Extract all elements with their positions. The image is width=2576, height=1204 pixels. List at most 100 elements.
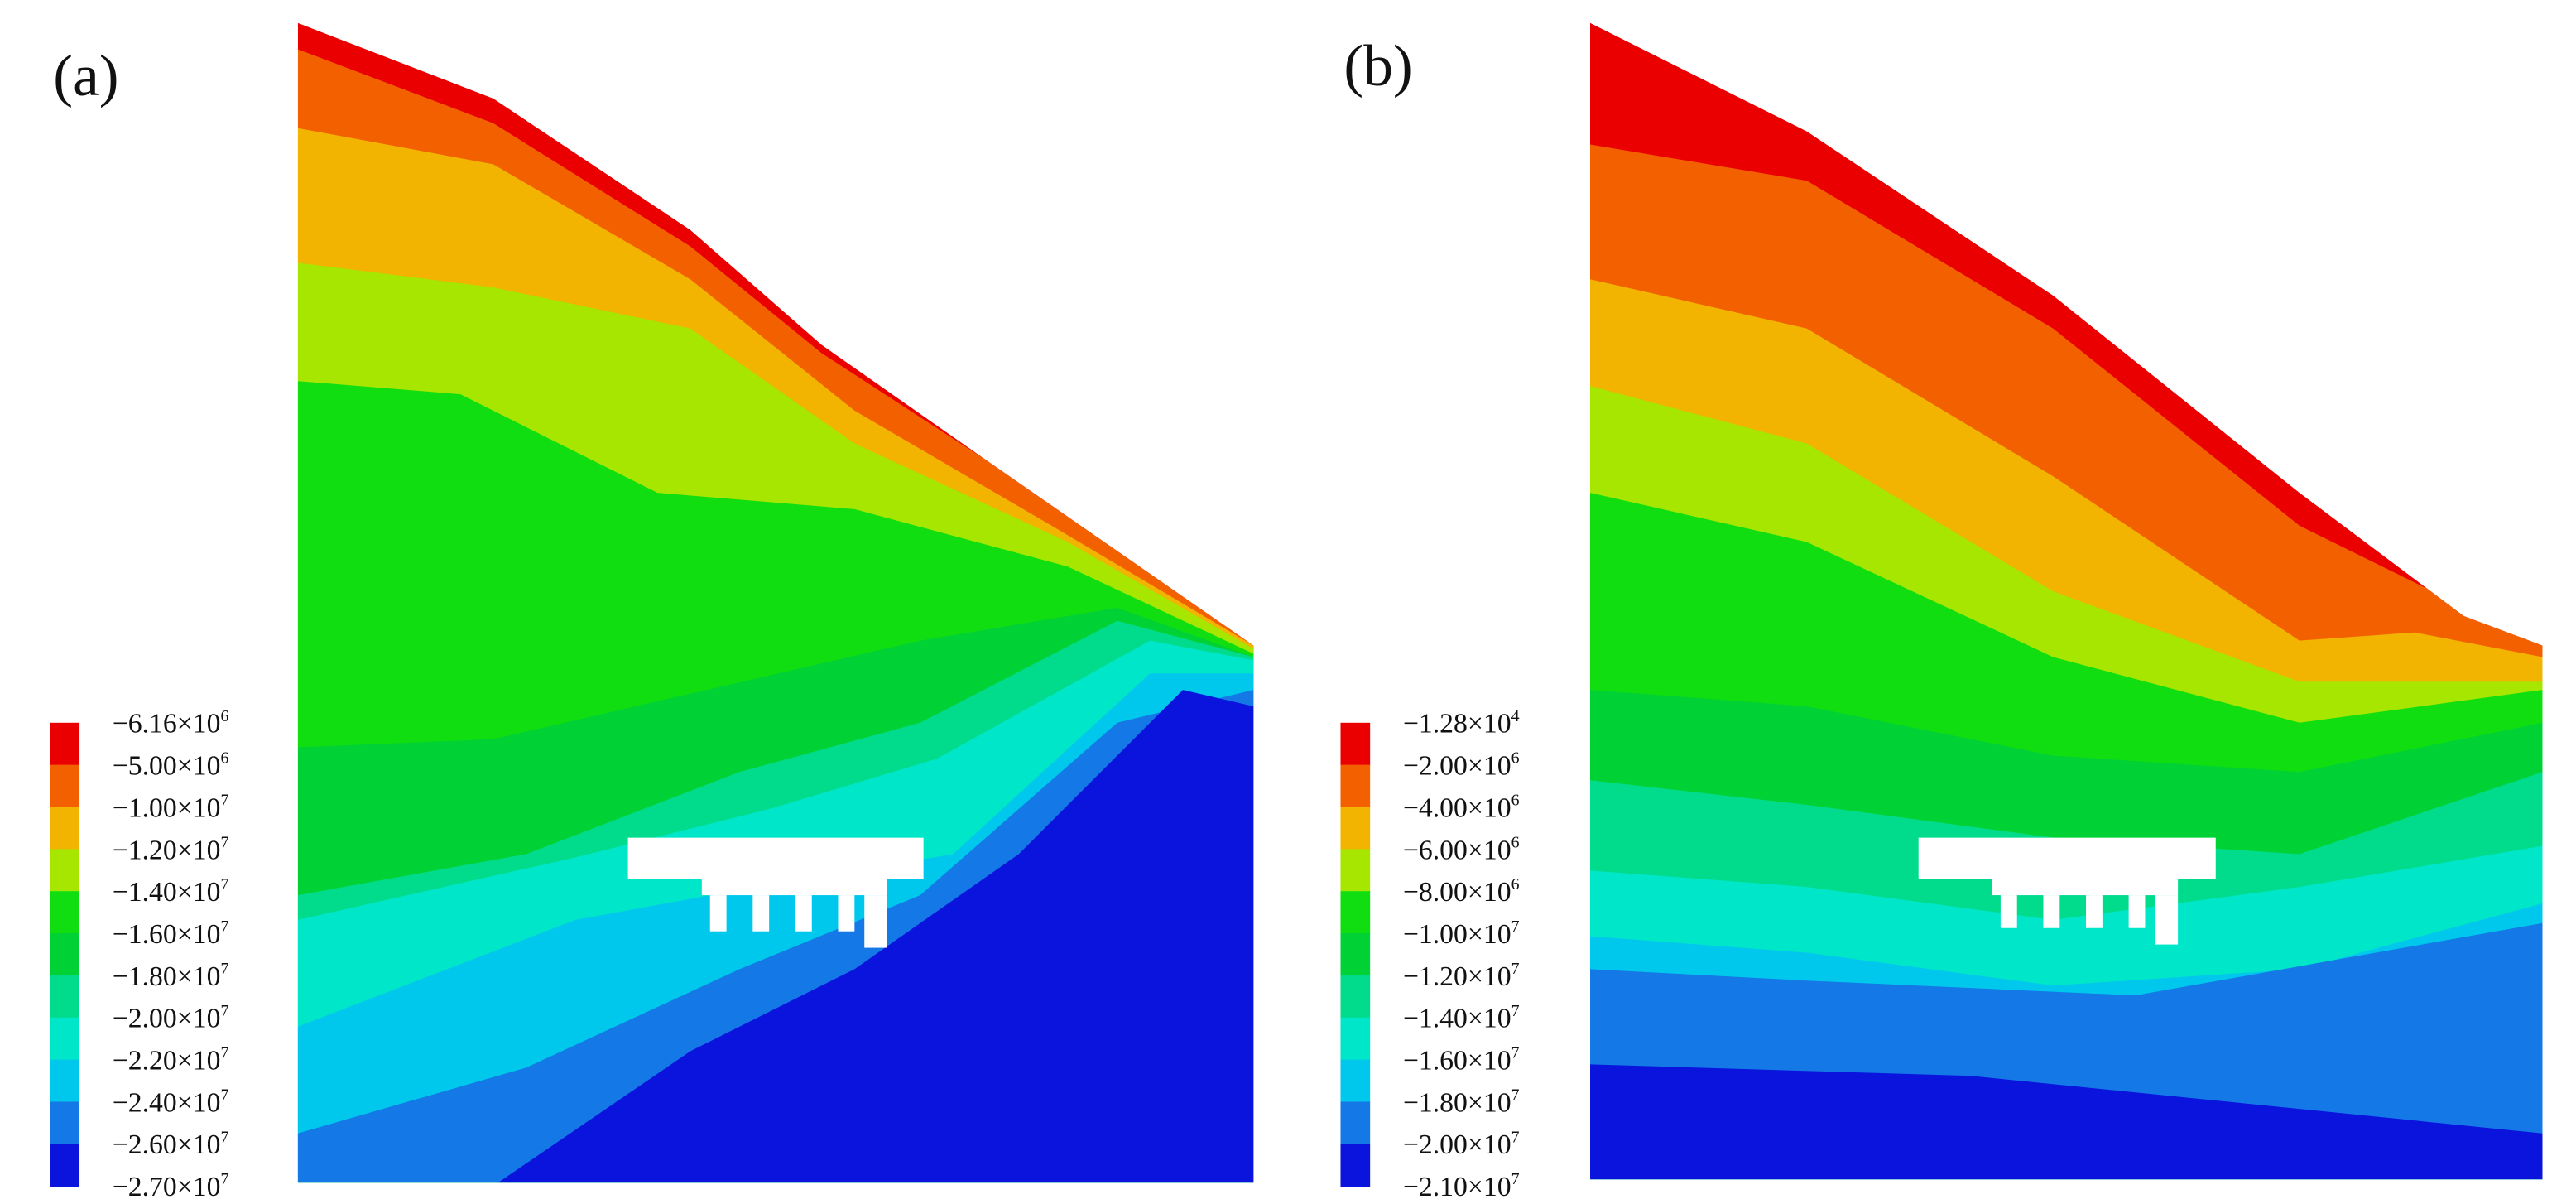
tunnel xyxy=(1918,837,2216,945)
legend-label: −1.80×107 xyxy=(1403,1086,1520,1118)
contour-band xyxy=(297,690,1254,1183)
legend-swatch xyxy=(50,1017,80,1061)
legend-swatch xyxy=(50,975,80,1019)
label-base: −2.70×10 xyxy=(113,1172,221,1202)
legend-label: −1.40×107 xyxy=(1403,1002,1520,1034)
legend-label: −2.10×107 xyxy=(1403,1170,1520,1202)
legend-label: −1.20×107 xyxy=(113,833,229,865)
tunnel xyxy=(627,837,924,948)
legend-label: −8.00×106 xyxy=(1403,875,1520,908)
label-exponent: 4 xyxy=(1511,707,1520,725)
legend-label: −2.60×107 xyxy=(113,1128,229,1160)
label-exponent: 7 xyxy=(220,792,228,810)
label-exponent: 6 xyxy=(220,749,228,768)
label-exponent: 6 xyxy=(1511,792,1520,810)
label-exponent: 7 xyxy=(220,1170,228,1188)
label-exponent: 7 xyxy=(1511,1086,1520,1104)
label-base: −6.00×10 xyxy=(1403,835,1511,865)
legend-label: −2.00×107 xyxy=(1403,1128,1520,1160)
label-base: −1.00×10 xyxy=(113,792,221,823)
legend-swatch xyxy=(1340,891,1371,935)
label-exponent: 6 xyxy=(1511,875,1520,893)
label-exponent: 7 xyxy=(220,1002,228,1020)
label-base: −1.80×10 xyxy=(113,961,221,992)
legend-label: −2.00×106 xyxy=(1403,749,1520,782)
legend-swatch xyxy=(1340,849,1371,893)
label-base: −5.00×10 xyxy=(113,751,221,782)
label-exponent: 7 xyxy=(1511,1044,1520,1062)
label-exponent: 7 xyxy=(220,1086,228,1104)
contour-band xyxy=(1589,1064,2543,1180)
legend-swatch xyxy=(50,891,80,935)
legend-swatch xyxy=(50,722,80,766)
label-exponent: 7 xyxy=(220,1044,228,1062)
legend-swatch xyxy=(1340,1059,1371,1103)
legend-swatch xyxy=(1340,933,1371,976)
label-base: −1.20×10 xyxy=(113,835,221,865)
label-base: −2.60×10 xyxy=(113,1129,221,1160)
legend-label: −1.00×107 xyxy=(113,792,229,824)
label-exponent: 7 xyxy=(220,1128,228,1146)
label-base: −6.16×10 xyxy=(113,709,221,739)
label-exponent: 7 xyxy=(220,875,228,893)
label-base: −1.40×10 xyxy=(1403,1004,1511,1034)
label-base: −2.00×10 xyxy=(1403,1129,1511,1160)
label-base: −2.10×10 xyxy=(1403,1172,1511,1202)
panel-label: (b) xyxy=(1343,33,1412,99)
label-base: −2.40×10 xyxy=(113,1087,221,1118)
label-base: −1.80×10 xyxy=(1403,1087,1511,1118)
legend-label: −1.60×107 xyxy=(113,917,229,950)
label-base: −1.20×10 xyxy=(1403,961,1511,992)
legend-label: −4.00×106 xyxy=(1403,792,1520,824)
label-base: −1.40×10 xyxy=(113,877,221,908)
label-exponent: 7 xyxy=(220,960,228,978)
legend-swatch xyxy=(1340,764,1371,808)
legend-swatch xyxy=(50,807,80,850)
legend-swatch xyxy=(50,933,80,976)
legend-swatch xyxy=(1340,1017,1371,1061)
label-exponent: 6 xyxy=(1511,833,1520,851)
legend-label: −5.00×106 xyxy=(113,749,229,782)
legend-label: −1.40×107 xyxy=(113,875,229,908)
legend-label: −1.00×107 xyxy=(1403,917,1520,950)
legend-label: −1.80×107 xyxy=(113,960,229,992)
legend-swatch xyxy=(1340,975,1371,1019)
legend-swatch xyxy=(50,849,80,893)
legend-label: −2.40×107 xyxy=(113,1086,229,1118)
label-base: −1.00×10 xyxy=(1403,919,1511,950)
label-base: −1.28×10 xyxy=(1403,709,1511,739)
label-base: −2.20×10 xyxy=(113,1046,221,1076)
label-exponent: 7 xyxy=(220,917,228,936)
label-base: −2.00×10 xyxy=(113,1004,221,1034)
label-exponent: 6 xyxy=(220,707,228,725)
legend-label: −1.60×107 xyxy=(1403,1044,1520,1076)
label-exponent: 7 xyxy=(1511,1002,1520,1020)
legend-swatch xyxy=(1340,722,1371,766)
legend-label: −6.00×106 xyxy=(1403,833,1520,865)
legend-swatch xyxy=(50,764,80,808)
legend-swatch xyxy=(1340,807,1371,850)
legend: −6.16×106−5.00×106−1.00×107−1.20×107−1.4… xyxy=(50,707,228,1202)
legend-label: −1.28×104 xyxy=(1403,707,1520,739)
label-base: −2.00×10 xyxy=(1403,751,1511,782)
legend-swatch xyxy=(50,1101,80,1145)
label-exponent: 7 xyxy=(1511,960,1520,978)
contour-map xyxy=(297,22,1254,1183)
legend-swatch xyxy=(1340,1101,1371,1145)
label-exponent: 7 xyxy=(1511,917,1520,936)
label-exponent: 6 xyxy=(1511,749,1520,768)
label-exponent: 7 xyxy=(1511,1128,1520,1146)
label-base: −1.60×10 xyxy=(1403,1046,1511,1076)
legend-swatch xyxy=(50,1144,80,1187)
legend-label: −1.20×107 xyxy=(1403,960,1520,992)
legend-label: −2.70×107 xyxy=(113,1170,229,1202)
legend-label: −2.20×107 xyxy=(113,1044,229,1076)
label-base: −1.60×10 xyxy=(113,919,221,950)
legend-label: −2.00×107 xyxy=(113,1002,229,1034)
contour-map xyxy=(1589,22,2543,1180)
legend: −1.28×104−2.00×106−4.00×106−6.00×106−8.0… xyxy=(1340,707,1520,1202)
panel-label: (a) xyxy=(53,43,118,108)
legend-label: −6.16×106 xyxy=(113,707,229,739)
label-base: −8.00×10 xyxy=(1403,877,1511,908)
